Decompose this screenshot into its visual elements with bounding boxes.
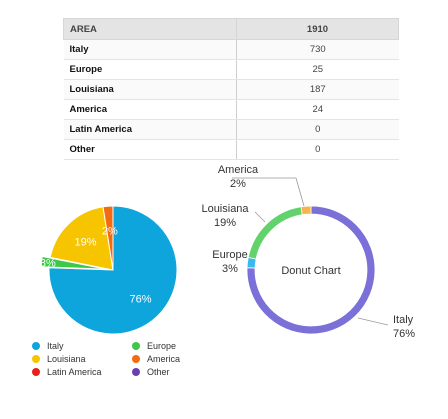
table-body: Italy 730 Europe 25 Louisiana 187 America 24 Lat… <box>63 39 399 160</box>
legend-label: Europe <box>147 341 177 351</box>
table-row: Louisiana 187 <box>63 79 399 100</box>
callout-pct-america: 2% <box>230 178 246 190</box>
column-header-area: AREA <box>63 18 237 40</box>
legend-label: Louisiana <box>47 354 86 364</box>
legend-swatch-icon <box>32 342 40 350</box>
cell-area-italy: Italy <box>63 39 237 60</box>
donut-center-label: Donut Chart <box>281 265 340 277</box>
cell-value-italy: 730 <box>236 39 399 60</box>
legend-item-europe: Europe <box>132 340 212 352</box>
legend-swatch-icon <box>132 368 140 376</box>
table-row: Other 0 <box>63 139 399 160</box>
donut-segment-america <box>300 205 312 216</box>
cell-value-latin-america: 0 <box>236 119 399 140</box>
table-row: Latin America 0 <box>63 119 399 140</box>
callout-name-louisiana: Louisiana <box>201 203 249 215</box>
pie-legend: Italy Europe Louisiana America Latin America… <box>32 340 212 378</box>
legend-swatch-icon <box>32 355 40 363</box>
callout-pct-europe: 3% <box>222 263 238 275</box>
callout-line-louisiana <box>254 211 266 223</box>
pie-slice-america <box>102 205 114 271</box>
legend-item-other: Other <box>132 366 212 378</box>
cell-area-louisiana: Louisiana <box>63 79 237 100</box>
table-row: Europe 25 <box>63 59 399 80</box>
legend-label: America <box>147 354 181 364</box>
column-header-year: 1910 <box>236 18 399 40</box>
legend-swatch-icon <box>32 368 40 376</box>
pie-chart: 76% 3% 19% 2% <box>40 205 178 335</box>
cell-value-europe: 25 <box>236 59 399 80</box>
callout-name-america: America <box>218 164 259 176</box>
cell-value-america: 24 <box>236 99 399 120</box>
cell-area-latin-america: Latin America <box>63 119 237 140</box>
data-table: AREA 1910 Italy 730 Europe 25 Louisiana 187 Am… <box>63 18 399 160</box>
callout-line-america-drop <box>295 177 305 207</box>
cell-value-other: 0 <box>236 139 399 160</box>
pie-slice-europe <box>40 255 106 270</box>
donut-segment-louisiana <box>247 206 303 260</box>
cell-area-europe: Europe <box>63 59 237 80</box>
legend-item-america: America <box>132 353 212 365</box>
pie-label-europe: 3% <box>40 257 56 269</box>
legend-label: Latin America <box>47 367 102 377</box>
callout-name-europe: Europe <box>212 249 247 261</box>
pie-label-louisiana: 19% <box>75 236 97 248</box>
callout-line-italy <box>357 317 389 326</box>
callout-pct-louisiana: 19% <box>214 217 236 229</box>
legend-label: Other <box>147 367 170 377</box>
pie-label-america: 2% <box>102 225 118 237</box>
legend-item-latin-america: Latin America <box>32 366 132 378</box>
table-row: Italy 730 <box>63 39 399 60</box>
pie-label-italy: 76% <box>130 294 152 306</box>
table-header-row: AREA 1910 <box>63 18 399 40</box>
legend-item-italy: Italy <box>32 340 132 352</box>
pie-slice-louisiana <box>49 206 114 271</box>
callout-name-italy: Italy <box>393 314 414 326</box>
cell-value-louisiana: 187 <box>236 79 399 100</box>
donut-chart: Donut Chart Italy 76% Europe 3% Louisiana 19% A… <box>201 164 415 340</box>
callout-pct-italy: 76% <box>393 328 415 340</box>
legend-item-louisiana: Louisiana <box>32 353 132 365</box>
table-row: America 24 <box>63 99 399 120</box>
cell-area-america: America <box>63 99 237 120</box>
cell-area-other: Other <box>63 139 237 160</box>
legend-swatch-icon <box>132 342 140 350</box>
legend-swatch-icon <box>132 355 140 363</box>
legend-label: Italy <box>47 341 64 351</box>
